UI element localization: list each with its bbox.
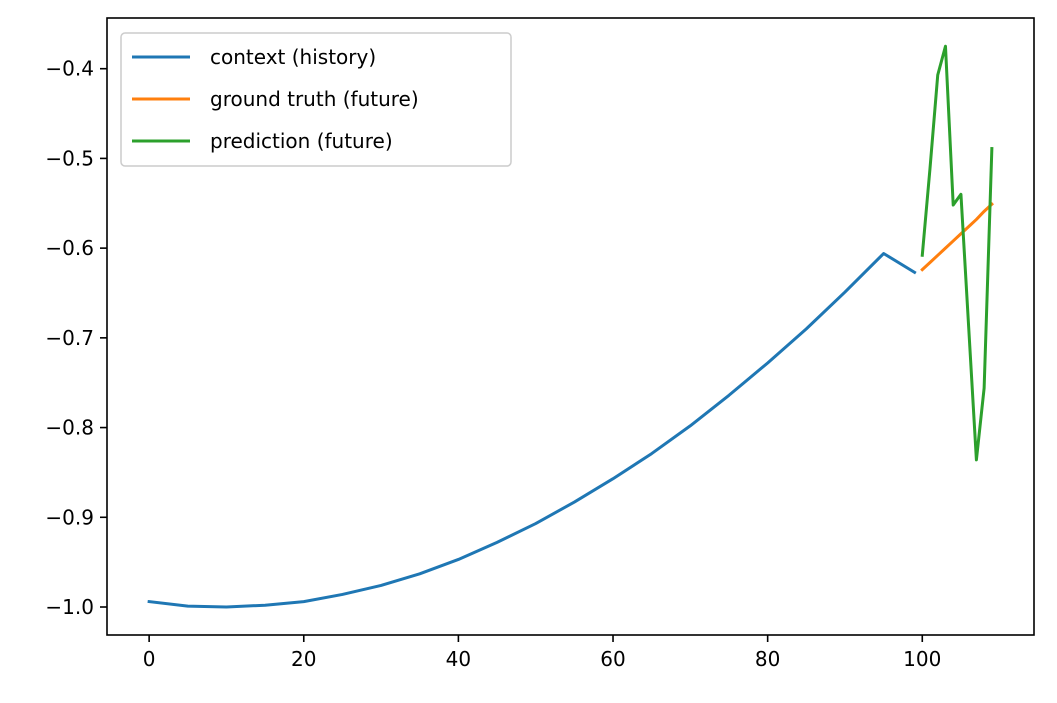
series-line-context (147, 252, 917, 609)
plot-frame (106, 17, 1035, 636)
y-tick-label: −0.7 (45, 326, 94, 350)
y-tick-label: −0.4 (45, 57, 94, 81)
x-tick-label: 40 (446, 647, 471, 671)
x-axis: 0 20 40 60 80 100 (143, 635, 941, 671)
x-tick-label: 20 (291, 647, 316, 671)
x-tick-label: 80 (755, 647, 780, 671)
legend-box (120, 32, 512, 167)
y-axis: −1.0 −0.9 −0.8 −0.7 −0.6 −0.5 −0.4 (45, 57, 107, 619)
x-tick-label: 0 (143, 647, 156, 671)
legend-label-context: context (history) (210, 45, 376, 69)
y-tick-label: −0.5 (45, 146, 94, 170)
x-tick-label: 100 (903, 647, 941, 671)
y-tick-label: −0.9 (45, 505, 94, 529)
legend: context (history) ground truth (future) … (120, 32, 512, 167)
y-tick-label: −0.6 (45, 236, 94, 260)
y-tick-label: −1.0 (45, 595, 94, 619)
legend-label-prediction: prediction (future) (210, 129, 393, 153)
series-layer (147, 44, 994, 609)
series-line-prediction (920, 44, 994, 462)
x-tick-label: 60 (600, 647, 625, 671)
series-line-ground-truth (920, 202, 994, 272)
legend-label-ground-truth: ground truth (future) (210, 87, 419, 111)
y-tick-label: −0.8 (45, 416, 94, 440)
